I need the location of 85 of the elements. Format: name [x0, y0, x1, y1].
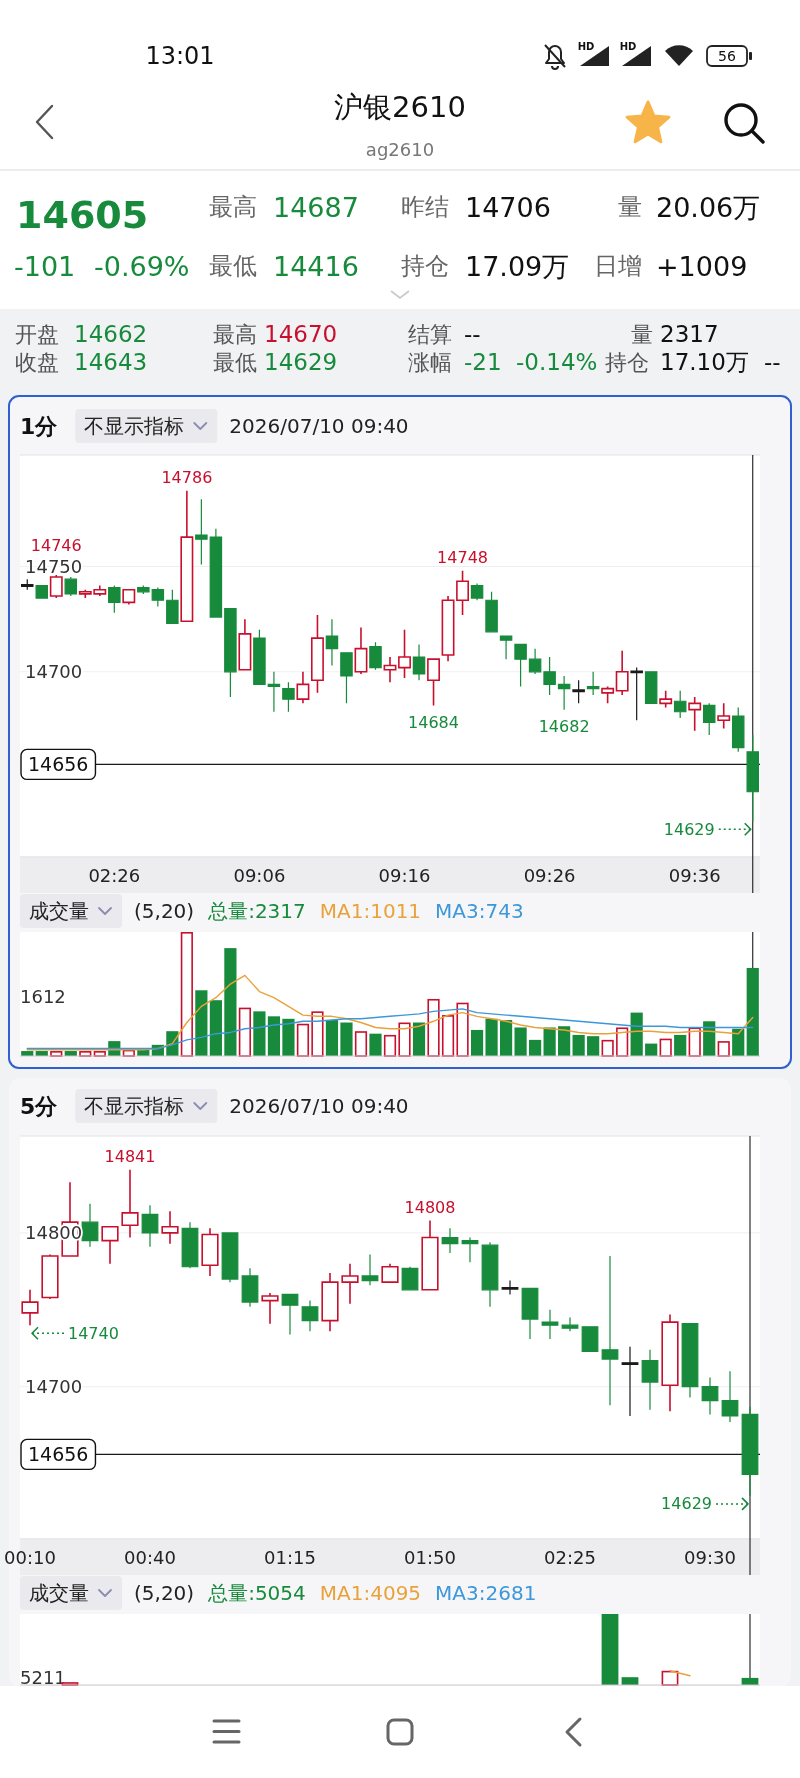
text: 昨结 — [401, 193, 449, 221]
x-tick-label: 09:36 — [668, 864, 721, 886]
text: -21 — [464, 349, 502, 375]
text: 持仓 — [605, 349, 649, 375]
text: 17.09万 — [465, 250, 570, 282]
ref-line-label: 14656 — [28, 753, 89, 776]
text: -0.14% — [516, 349, 598, 375]
annotation: 14808 — [404, 1198, 456, 1218]
text: +1009 — [656, 250, 748, 282]
text: 14687 — [273, 191, 359, 223]
text: 13:01 — [145, 42, 215, 70]
text: 2317 — [660, 321, 719, 347]
x-tick-label: 00:10 — [4, 1546, 56, 1568]
text: 收盘 — [15, 349, 59, 375]
text: 14662 — [74, 321, 148, 347]
x-tick-label: 09:30 — [684, 1546, 736, 1568]
y-tick-label: 14750 — [25, 556, 83, 578]
text: 量 — [618, 193, 642, 221]
chart-title: 1分 — [20, 413, 59, 439]
annotation: 14746 — [30, 536, 82, 556]
dropdown: 成交量 — [20, 894, 122, 928]
y-tick-label: 14700 — [25, 661, 83, 683]
ref-line-label: 14656 — [28, 1443, 89, 1466]
annotation: 1612 — [20, 985, 66, 1007]
text: 沪银2610 — [334, 90, 466, 124]
text: 最高 — [209, 193, 257, 221]
x-tick-label: 00:40 — [124, 1546, 176, 1568]
annotation: 5211 — [20, 1666, 66, 1688]
chart-subtitle: 2026/07/10 09:40 — [229, 414, 409, 438]
text: HD — [577, 40, 595, 52]
text: 56 — [718, 48, 736, 64]
annotation: 14684 — [408, 712, 459, 732]
legend-label: MA3:2681 — [435, 1581, 537, 1605]
x-tick-label: 02:25 — [544, 1546, 596, 1568]
y-tick-label: 14700 — [25, 1376, 83, 1398]
series-label: 总量:2317 — [207, 899, 306, 923]
annotation: 14740 — [68, 1323, 119, 1343]
text: 14605 — [16, 193, 149, 237]
chart-subtitle: 2026/07/10 09:40 — [229, 1094, 409, 1118]
dropdown: 成交量 — [20, 1576, 122, 1610]
text: 最低 — [209, 252, 257, 280]
text: 14629 — [264, 349, 338, 375]
text: 结算 — [408, 321, 452, 347]
x-tick-label: 01:15 — [264, 1546, 316, 1568]
dropdown: 不显示指标 — [75, 409, 218, 443]
x-tick-label: 01:50 — [404, 1546, 456, 1568]
text: MA1:1011 — [319, 899, 422, 923]
text: 量 — [631, 321, 653, 347]
dropdown: 不显示指标 — [75, 1089, 218, 1123]
annotation: 14748 — [437, 548, 488, 568]
annotation: 14629 — [663, 819, 715, 839]
text: 17.10万 — [660, 349, 749, 375]
annotation: 14682 — [538, 717, 590, 737]
text: 持仓 — [401, 252, 449, 280]
text: ag2610 — [365, 138, 435, 160]
text: 20.06万 — [656, 191, 761, 223]
text: 总量:5054 — [207, 1581, 306, 1605]
chart-title: 5分 — [20, 1093, 59, 1119]
text: 14706 — [465, 191, 551, 223]
text: 开盘 — [15, 321, 59, 347]
text: HD — [619, 40, 637, 52]
chart-subtitle: (5,20) — [134, 1581, 195, 1605]
annotation: 14841 — [104, 1147, 156, 1167]
x-tick-label: 02:26 — [88, 864, 141, 886]
text: 14643 — [74, 349, 148, 375]
text: -- — [764, 349, 781, 375]
text: 14416 — [273, 250, 359, 282]
annotation: 14629 — [661, 1494, 712, 1514]
chart-subtitle: (5,20) — [134, 899, 195, 923]
text: MA1:4095 — [319, 1581, 422, 1605]
text: -- — [464, 321, 481, 347]
chart-title: 成交量 — [29, 899, 89, 923]
text: 最低 — [213, 349, 257, 375]
text: 日增 — [594, 252, 642, 280]
annotation: 14786 — [161, 468, 213, 488]
text: 14670 — [264, 321, 338, 347]
chart-title: 成交量 — [29, 1581, 89, 1605]
text: 涨幅 — [408, 349, 452, 375]
x-tick-label: 09:16 — [378, 864, 431, 886]
text: 最高 — [213, 321, 257, 347]
text: -101 — [14, 250, 76, 282]
x-tick-label: 09:06 — [233, 864, 286, 886]
text: -0.69% — [94, 250, 190, 282]
x-tick-label: 09:26 — [523, 864, 576, 886]
text: MA3:743 — [435, 899, 524, 923]
